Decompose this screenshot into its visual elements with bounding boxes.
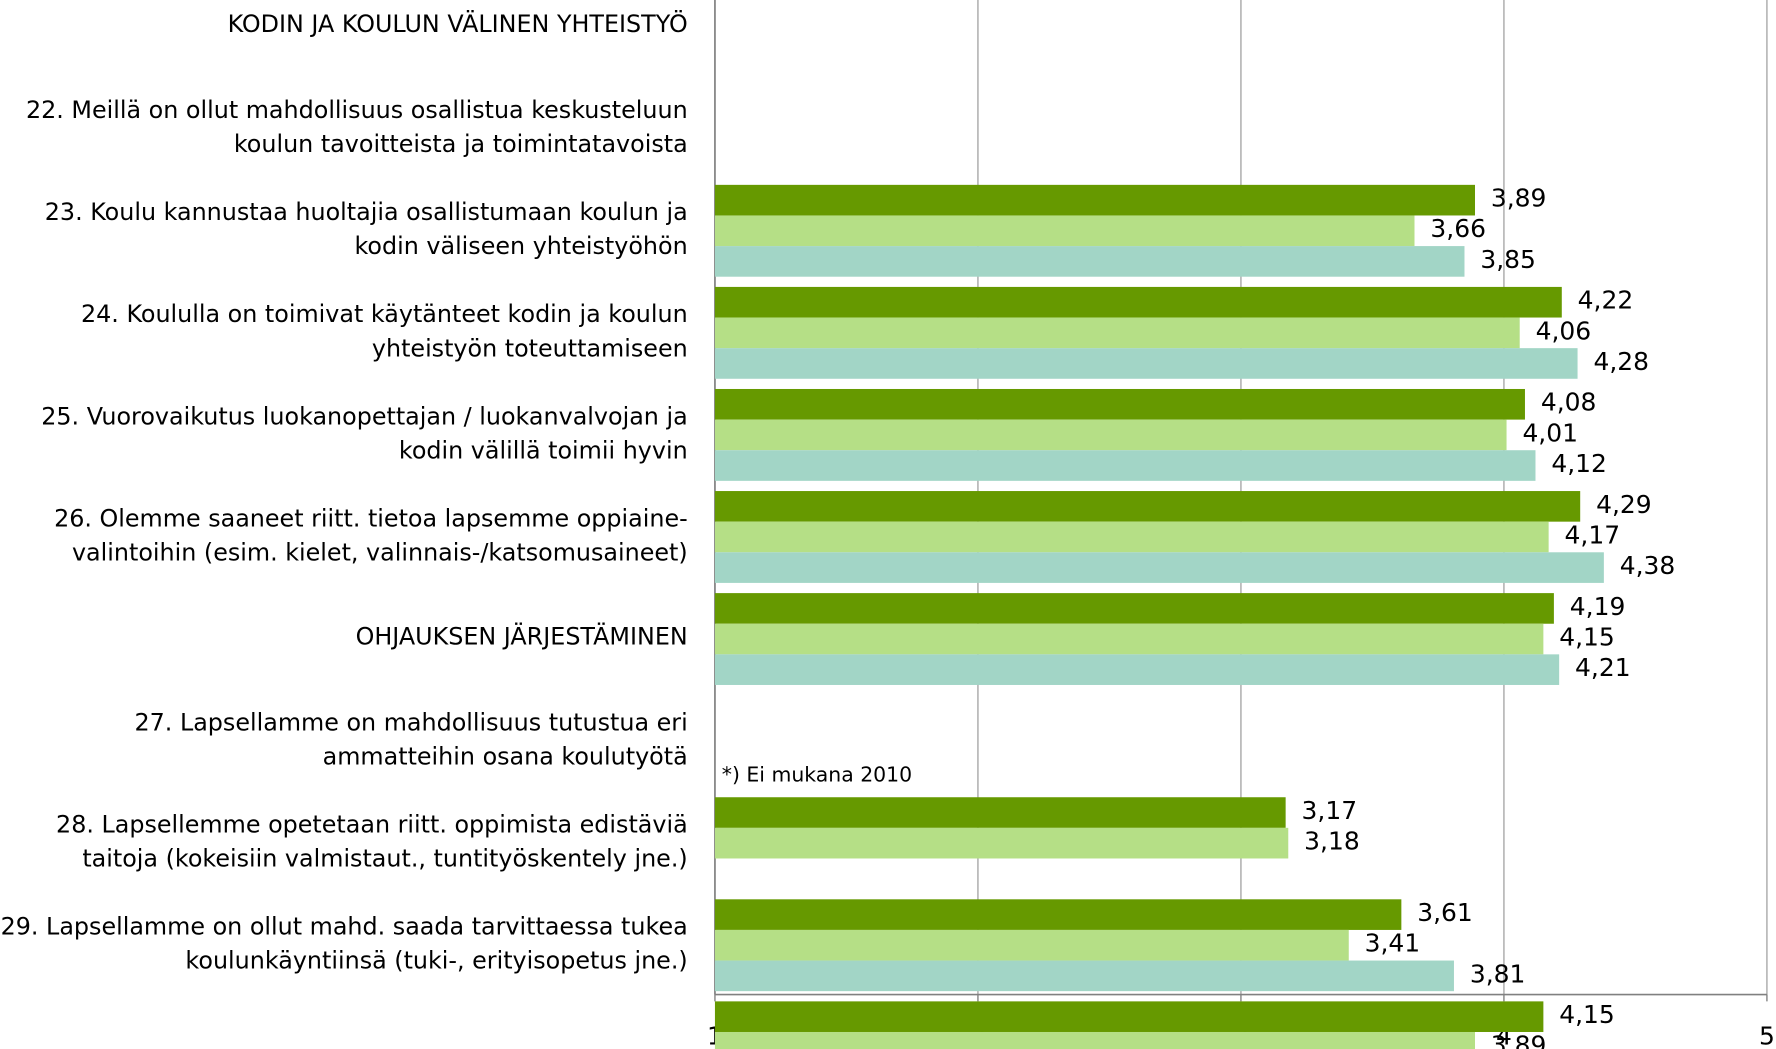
bar [714, 827, 1289, 859]
category-label: 27. Lapsellamme on mahdollisuus tutustua… [134, 708, 687, 770]
bar [714, 450, 1536, 481]
section-header: KODIN JA KOULUN VÄLINEN YHTEISTYÖ [228, 9, 688, 37]
bar [714, 960, 1454, 992]
category-label: 28. Lapsellemme opetetaan riitt. oppimis… [56, 810, 688, 872]
bar [714, 1031, 1475, 1049]
value-label: 3,81 [1470, 959, 1526, 988]
bar [714, 317, 1520, 349]
value-label: 3,41 [1365, 929, 1421, 958]
value-label: 4,15 [1559, 622, 1615, 651]
bar [714, 388, 1525, 420]
bar [714, 419, 1507, 451]
bar [714, 797, 1286, 828]
value-label: 3,89 [1491, 1031, 1547, 1049]
bar [714, 246, 1465, 277]
value-label: 4,15 [1559, 1000, 1615, 1029]
value-label: 4,12 [1551, 449, 1607, 478]
bar [714, 654, 1560, 685]
bar [714, 184, 1475, 216]
bar [714, 491, 1581, 522]
value-label: 4,29 [1596, 490, 1652, 519]
value-label: 4,19 [1570, 592, 1626, 621]
category-label: 26. Olemme saaneet riitt. tietoa lapsemm… [54, 504, 688, 566]
bar [714, 593, 1554, 624]
value-label: 4,08 [1541, 388, 1597, 417]
bar [714, 929, 1349, 961]
category-label: 22. Meillä on ollut mahdollisuus osallis… [26, 96, 688, 158]
value-label: 3,89 [1491, 184, 1547, 213]
value-label: 4,06 [1536, 316, 1592, 345]
value-label: 3,18 [1304, 827, 1360, 856]
section-header: OHJAUKSEN JÄRJESTÄMINEN [356, 622, 688, 650]
bar [714, 552, 1604, 583]
bar [714, 348, 1578, 379]
category-label: 23. Koulu kannustaa huoltajia osallistum… [45, 198, 688, 260]
bar [714, 521, 1549, 553]
category-label: 25. Vuorovaikutus luokanopettajan / luok… [41, 402, 687, 464]
bar [714, 1001, 1544, 1032]
value-label: 4,21 [1575, 653, 1631, 682]
category-label: 24. Koululla on toimivat käytänteet kodi… [81, 300, 688, 362]
value-label: 3,61 [1417, 898, 1473, 927]
value-label: 4,01 [1522, 418, 1578, 447]
annotation: *) Ei mukana 2010 [722, 763, 912, 787]
value-label: 4,17 [1565, 520, 1621, 549]
bar [714, 899, 1402, 930]
value-label: 3,66 [1430, 214, 1486, 243]
value-label: 4,22 [1578, 286, 1634, 315]
bar [714, 623, 1544, 655]
value-label: 4,38 [1620, 551, 1676, 580]
category-label: 29. Lapsellamme on ollut mahd. saada tar… [1, 912, 688, 974]
bar [714, 215, 1415, 247]
bar [714, 286, 1562, 318]
x-tick-label: 5 [1759, 1022, 1775, 1049]
value-label: 4,28 [1593, 347, 1649, 376]
value-label: 3,85 [1480, 245, 1536, 274]
value-label: 3,17 [1302, 796, 1358, 825]
